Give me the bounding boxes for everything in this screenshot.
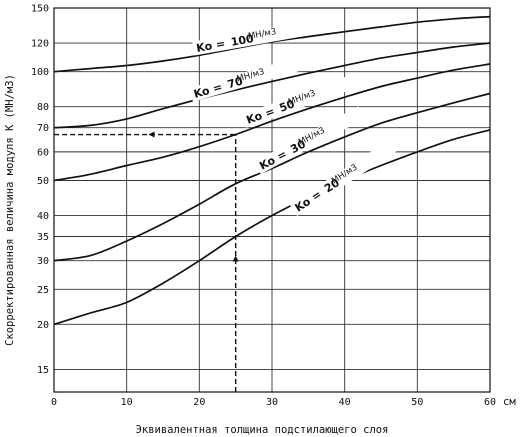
- x-tick-label: 60: [484, 397, 496, 408]
- y-tick-label: 70: [37, 123, 49, 134]
- curve-label-backing: [189, 55, 307, 102]
- y-tick-label: 35: [37, 232, 49, 243]
- x-tick-label: 30: [266, 397, 278, 408]
- y-tick-label: 120: [31, 39, 49, 50]
- curves: [53, 15, 491, 326]
- x-tick-label: 0: [51, 397, 57, 408]
- series-line-4: [53, 129, 491, 326]
- curve-label-backing: [192, 21, 311, 56]
- series-line-2: [53, 63, 491, 182]
- x-tick-label: 50: [411, 397, 423, 408]
- x-tick-labels: 0 10 20 30 40 50 60: [51, 397, 496, 408]
- x-tick-label: 10: [121, 397, 133, 408]
- y-tick-label: 150: [31, 4, 49, 15]
- series-line-3: [53, 92, 491, 262]
- y-tick-label: 25: [37, 285, 49, 296]
- curve-label-unit: МН/м3: [247, 27, 277, 42]
- x-unit: см: [503, 396, 516, 408]
- left-arrow-icon: [148, 131, 155, 138]
- y-axis-title: Скорректированная величина модуля K (МН/…: [4, 74, 16, 346]
- up-arrow-icon: [232, 255, 239, 262]
- y-tick-label: 100: [31, 67, 49, 78]
- y-tick-label: 30: [37, 256, 49, 267]
- curve-label-backing: [254, 106, 365, 175]
- x-axis-title: Эквивалентная толщина подстилающего слоя: [136, 424, 389, 436]
- curve-label-backing: [289, 140, 397, 217]
- y-tick-label: 40: [37, 211, 49, 222]
- y-tick-label: 80: [37, 102, 49, 113]
- y-tick-label: 15: [37, 365, 49, 376]
- y-tick-label: 50: [37, 176, 49, 187]
- curve-label-backing: [241, 74, 358, 128]
- curve-label-text: Ko= 70: [192, 74, 244, 100]
- series-line-1: [53, 42, 491, 129]
- example-path: [54, 131, 239, 392]
- x-tick-label: 20: [193, 397, 205, 408]
- y-tick-labels: 15 20 25 30 35 40 50 60 70 80 100 120 150: [31, 4, 49, 377]
- x-tick-label: 40: [339, 397, 351, 408]
- plot-frame: [53, 7, 491, 393]
- y-tick-label: 20: [37, 320, 49, 331]
- curve-label-text: Ko = 100: [195, 32, 255, 55]
- y-tick-label: 60: [37, 147, 49, 158]
- curve-label-text: Ko=50: [245, 97, 297, 127]
